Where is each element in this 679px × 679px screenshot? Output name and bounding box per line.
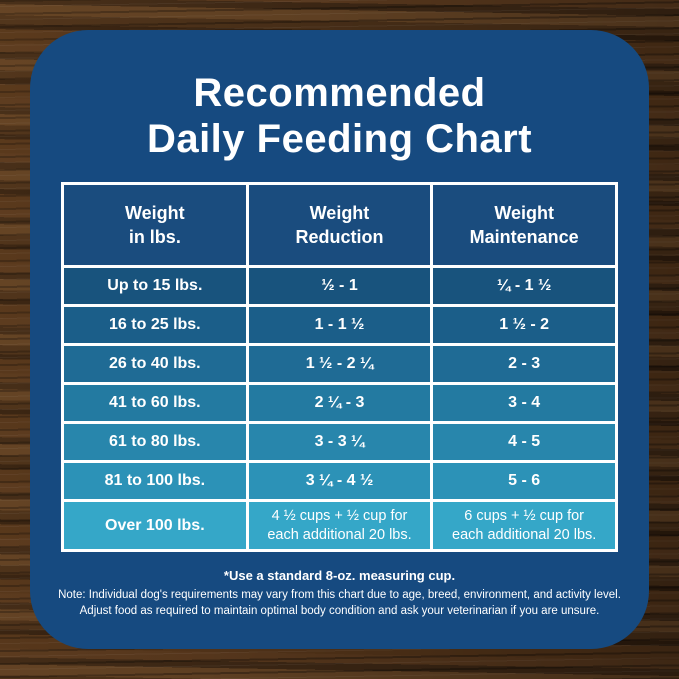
footnotes: *Use a standard 8-oz. measuring cup. Not…: [30, 568, 649, 619]
column-header-maintenance: Weight Maintenance: [433, 185, 615, 265]
cell-reduction-amount: 1 ½ - 2 ¼: [248, 346, 431, 382]
table-header-row: Weight in lbs. Weight Reduction Weight M…: [64, 185, 615, 265]
table-row: 16 to 25 lbs. 1 - 1 ½ 1 ½ - 2: [64, 307, 615, 343]
note-line-2: Adjust food as required to maintain opti…: [79, 605, 600, 617]
cell-reduction-amount: ½ - 1: [248, 268, 431, 304]
cell-reduction-amount: 1 - 1 ½: [248, 307, 431, 343]
cell-weight-range: 16 to 25 lbs.: [64, 307, 246, 343]
cell-weight-range: 26 to 40 lbs.: [64, 346, 246, 382]
cell-weight-range: Up to 15 lbs.: [64, 268, 246, 304]
table-row: 41 to 60 lbs. 2 ¼ - 3 3 - 4: [64, 385, 615, 421]
cell-weight-range: 81 to 100 lbs.: [64, 463, 246, 499]
measuring-cup-footnote: *Use a standard 8-oz. measuring cup.: [223, 568, 456, 583]
page-title-line1: Recommended: [193, 71, 486, 115]
table-row: Over 100 lbs. 4 ½ cups + ½ cup for each …: [64, 502, 615, 549]
feeding-chart-card: Recommended Daily Feeding Chart Weight i…: [30, 30, 649, 649]
cell-reduction-amount: 3 ¼ - 4 ½: [248, 463, 431, 499]
feeding-table: Weight in lbs. Weight Reduction Weight M…: [61, 182, 618, 552]
cell-maintenance-amount: 2 - 3: [433, 346, 615, 382]
cell-maintenance-amount: ¼ - 1 ½: [433, 268, 615, 304]
cell-maintenance-amount: 6 cups + ½ cup for each additional 20 lb…: [433, 502, 615, 549]
page-title-line2: Daily Feeding Chart: [146, 117, 533, 161]
table-row: 61 to 80 lbs. 3 - 3 ¼ 4 - 5: [64, 424, 615, 460]
note-line-1: Note: Individual dog's requirements may …: [58, 589, 621, 601]
cell-reduction-amount: 4 ½ cups + ½ cup for each additional 20 …: [248, 502, 431, 549]
table-row: 26 to 40 lbs. 1 ½ - 2 ¼ 2 - 3: [64, 346, 615, 382]
column-header-reduction: Weight Reduction: [248, 185, 431, 265]
cell-maintenance-amount: 5 - 6: [433, 463, 615, 499]
table-row: 81 to 100 lbs. 3 ¼ - 4 ½ 5 - 6: [64, 463, 615, 499]
cell-reduction-amount: 3 - 3 ¼: [248, 424, 431, 460]
column-header-weight: Weight in lbs.: [64, 185, 246, 265]
cell-weight-range: 41 to 60 lbs.: [64, 385, 246, 421]
cell-reduction-amount: 2 ¼ - 3: [248, 385, 431, 421]
page-title: Recommended Daily Feeding Chart: [30, 30, 649, 162]
cell-weight-range: 61 to 80 lbs.: [64, 424, 246, 460]
table-row: Up to 15 lbs. ½ - 1 ¼ - 1 ½: [64, 268, 615, 304]
cell-maintenance-amount: 3 - 4: [433, 385, 615, 421]
cell-maintenance-amount: 4 - 5: [433, 424, 615, 460]
cell-maintenance-amount: 1 ½ - 2: [433, 307, 615, 343]
cell-weight-range: Over 100 lbs.: [64, 502, 246, 549]
